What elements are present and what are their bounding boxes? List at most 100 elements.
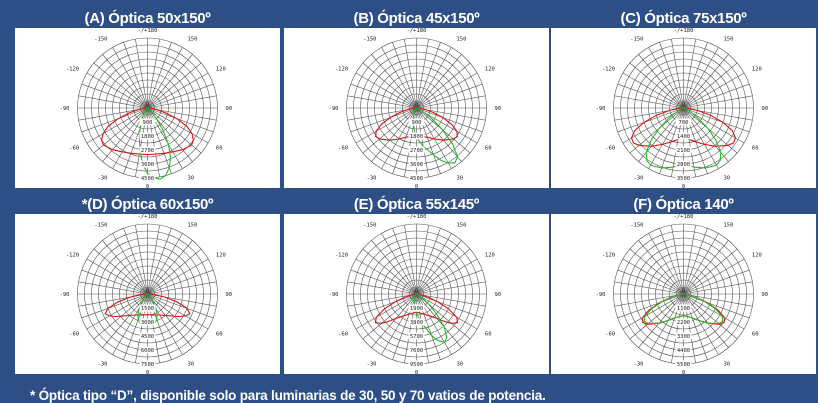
angle-label: 30 (724, 361, 731, 367)
panel-title: *(D) Óptica 60x150º (81, 196, 214, 213)
angle-label: -30 (634, 361, 644, 367)
grid-spoke (347, 95, 417, 109)
grid-spoke (683, 225, 696, 295)
grid-spoke (416, 107, 478, 144)
polar-chart-panel: -/+180 -150 -120 -90 -60 -30 150 120 90 60 30 0 0 900… (15, 28, 280, 190)
angle-label: 90 (226, 106, 233, 112)
angle-label: -60 (605, 146, 615, 152)
angle-label: 0 (415, 184, 418, 188)
grid-spoke (147, 42, 172, 109)
grid-spoke (147, 107, 183, 169)
grid-spoke (347, 293, 417, 307)
grid-spoke (112, 47, 148, 109)
angle-label: 30 (457, 175, 464, 181)
grid-spoke (102, 107, 148, 162)
polar-diagram: -/+180 -150 -120 -90 -60 -30 150 120 90 60 30 0 0 110… (596, 214, 769, 376)
grid-spoke (416, 225, 429, 295)
polar-diagram: -/+180 -150 -120 -90 -60 -30 150 120 90 60 30 0 0 190… (329, 214, 502, 376)
curve-c90-270 (413, 293, 448, 344)
radial-value-label: 3300 (677, 334, 690, 340)
grid-spoke (683, 107, 750, 133)
angle-label: 90 (226, 292, 233, 298)
grid-spoke (371, 293, 417, 348)
angle-label: 60 (216, 146, 223, 152)
grid-spoke (102, 240, 148, 295)
grid-spoke (622, 258, 684, 295)
radial-label-bg (675, 332, 692, 340)
grid-spoke (648, 293, 684, 355)
grid-spoke (86, 258, 148, 295)
grid-spoke (683, 293, 738, 340)
angle-label: 0 (682, 184, 685, 188)
angle-label: 120 (485, 253, 495, 259)
grid-spoke (416, 42, 441, 109)
radial-label-bg (408, 346, 425, 354)
grid-spoke (86, 72, 148, 109)
polar-chart-panel: -/+180 -150 -120 -90 -60 -30 150 120 90 60 30 0 0 150… (15, 214, 280, 376)
grid-spoke (362, 248, 417, 295)
grid-spoke (638, 240, 684, 295)
polar-chart-panel: -/+180 -150 -120 -90 -60 -30 150 120 90 60 30 0 0 110… (551, 214, 816, 376)
grid-spoke (147, 293, 209, 330)
angle-label: 0 (146, 370, 149, 374)
grid-spoke (683, 258, 745, 295)
radial-value-label: 4500 (410, 176, 423, 182)
radial-value-label: 7500 (141, 362, 154, 368)
radial-value-label: 2800 (677, 162, 690, 168)
grid-spoke (416, 248, 471, 295)
angle-label: -/+180 (138, 214, 158, 220)
curve-c90-270 (643, 293, 724, 325)
grid-spoke (416, 240, 462, 295)
angle-label: 150 (457, 37, 467, 43)
angle-label: -90 (329, 106, 339, 112)
angle-label: 30 (188, 175, 195, 181)
grid-spoke (416, 47, 452, 109)
grid-spoke (147, 293, 193, 348)
radial-value-label: 3000 (141, 320, 154, 326)
grid-spoke (617, 107, 684, 133)
grid-spoke (147, 62, 202, 109)
radial-label-bg (675, 174, 692, 182)
radial-value-label: 9500 (410, 362, 423, 368)
angle-label: 150 (724, 37, 734, 43)
grid-spoke (638, 293, 684, 348)
angle-label: -30 (98, 361, 108, 367)
grid-spoke (659, 228, 684, 295)
polar-chart-panel: -/+180 -150 -120 -90 -60 -30 150 120 90 60 30 0 0 700… (551, 28, 816, 190)
grid-spoke (683, 62, 738, 109)
center-label: 0 (415, 102, 418, 108)
grid-spoke (416, 293, 483, 319)
grid-spoke (617, 293, 684, 319)
radial-label-bg (139, 174, 156, 182)
radial-label-bg (139, 160, 156, 168)
grid-spoke (93, 62, 148, 109)
radial-value-label: 1800 (410, 134, 423, 140)
radial-value-label: 2700 (410, 148, 423, 154)
grid-spoke (671, 225, 684, 295)
angle-label: 30 (457, 361, 464, 367)
angle-label: 120 (752, 253, 762, 259)
angle-label: 150 (457, 223, 467, 229)
angle-label: 150 (188, 223, 198, 229)
grid-spoke (683, 240, 729, 295)
grid-spoke (147, 233, 183, 295)
angle-label: -120 (335, 67, 348, 73)
curve-c90-270 (412, 107, 459, 164)
grid-spoke (123, 228, 148, 295)
grid-spoke (683, 281, 753, 295)
grid-spoke (350, 83, 417, 109)
angle-label: 0 (682, 370, 685, 374)
angle-label: 90 (762, 106, 769, 112)
grid-spoke (362, 293, 417, 340)
grid-spoke (683, 39, 696, 109)
grid-spoke (416, 107, 483, 133)
grid-spoke (416, 95, 486, 109)
grid-spoke (350, 269, 417, 295)
radial-value-label: 1400 (677, 134, 690, 140)
grid-spoke (638, 54, 684, 109)
grid-spoke (683, 228, 708, 295)
angle-label: 120 (216, 67, 226, 73)
grid-spoke (147, 83, 214, 109)
grid-spoke (86, 107, 148, 144)
